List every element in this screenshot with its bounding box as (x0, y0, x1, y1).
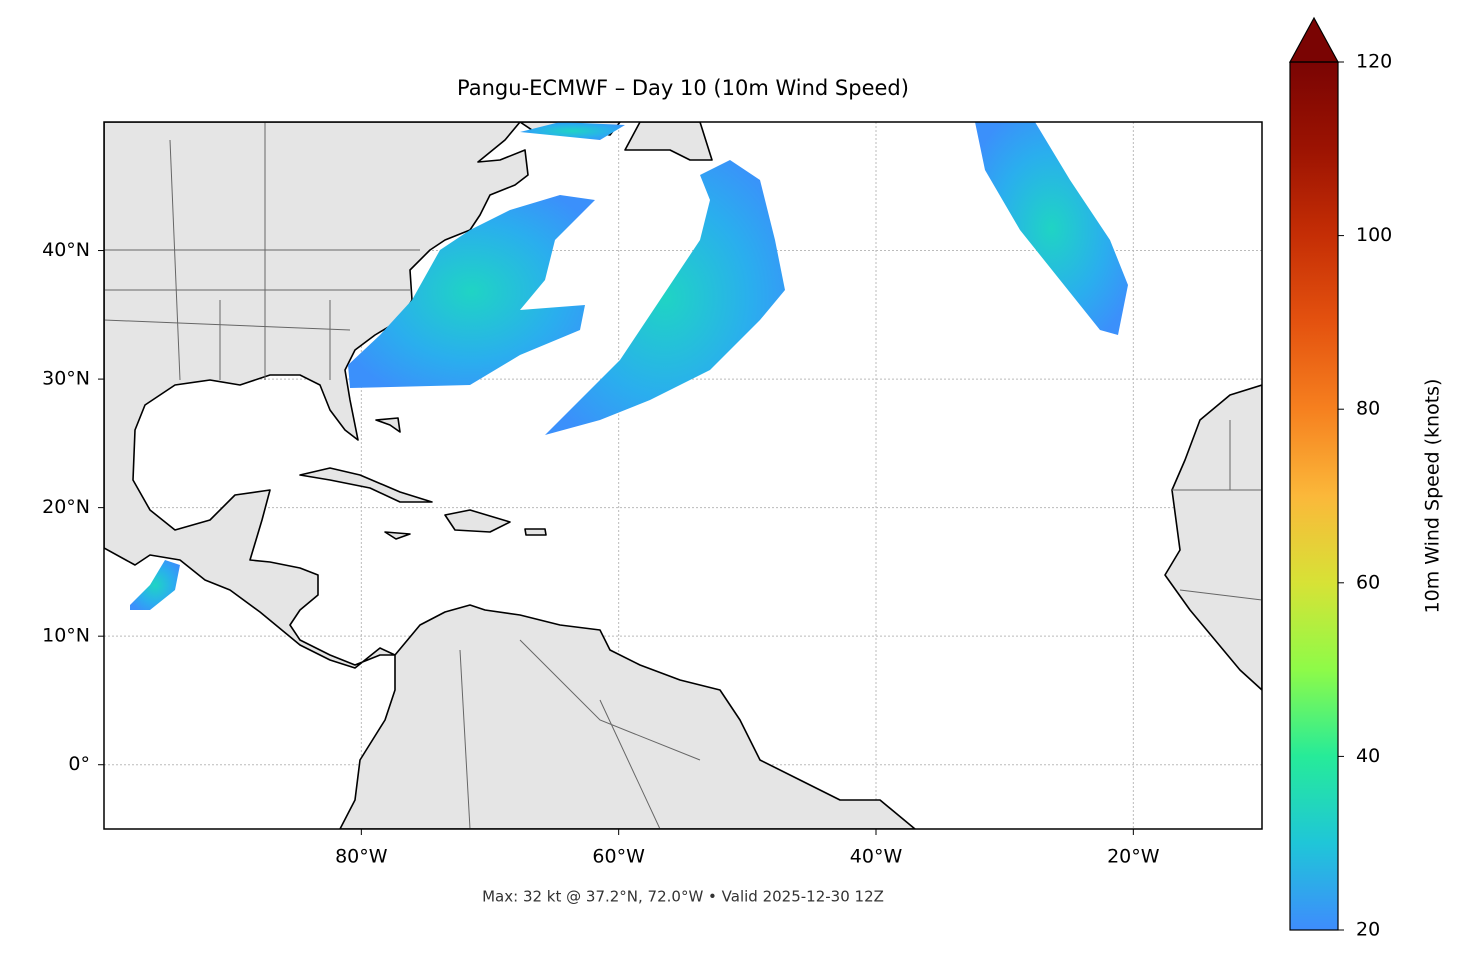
map-frame (103, 121, 1263, 830)
colorbar-label: 10m Wind Speed (knots) (1422, 379, 1444, 614)
south-america (339, 604, 916, 829)
colorbar-tick-label: 20 (1356, 919, 1380, 941)
x-tick-label: 40°W (850, 846, 903, 868)
x-tick-label: 20°W (1107, 846, 1160, 868)
x-tick-label: 80°W (335, 846, 388, 868)
footnote: Max: 32 kt @ 37.2°N, 72.0°W • Valid 2025… (482, 888, 884, 906)
y-tick-label: 20°N (42, 496, 90, 518)
y-tick-label: 40°N (42, 239, 90, 261)
bahamas (375, 417, 401, 433)
chart-title: Pangu-ECMWF – Day 10 (10m Wind Speed) (457, 76, 909, 100)
wind-swath (520, 122, 625, 140)
y-tick-label: 10°N (42, 625, 90, 647)
colorbar-extend (1288, 16, 1340, 63)
atlantic-canada (624, 122, 713, 161)
colorbar-tick-label: 100 (1356, 224, 1392, 246)
grid (104, 122, 1262, 829)
y-tick-label: 0° (68, 753, 90, 775)
wind-swath (545, 160, 785, 435)
wind-swath (348, 195, 595, 388)
colorbar-tick-label: 60 (1356, 571, 1380, 593)
wind-swath (975, 122, 1128, 335)
colorbar-tick-label: 120 (1356, 51, 1392, 73)
hispaniola (444, 509, 511, 533)
puerto-rico (524, 528, 547, 536)
y-tick-label: 30°N (42, 368, 90, 390)
map-layer (104, 122, 1262, 829)
x-tick-label: 60°W (592, 846, 645, 868)
colorbar: 20 40 60 80 100 120 10m Wind Speed (knots) (1288, 16, 1444, 941)
colorbar-tick-label: 80 (1356, 398, 1380, 420)
colorbar-tick-label: 40 (1356, 745, 1380, 767)
colorbar-fill (1290, 62, 1338, 930)
colorbar-frame (1289, 61, 1339, 931)
north-america (104, 122, 529, 669)
cuba (299, 467, 433, 503)
borders (104, 122, 1262, 829)
wind-swath (130, 560, 180, 610)
africa (1164, 384, 1262, 691)
jamaica (384, 531, 411, 540)
